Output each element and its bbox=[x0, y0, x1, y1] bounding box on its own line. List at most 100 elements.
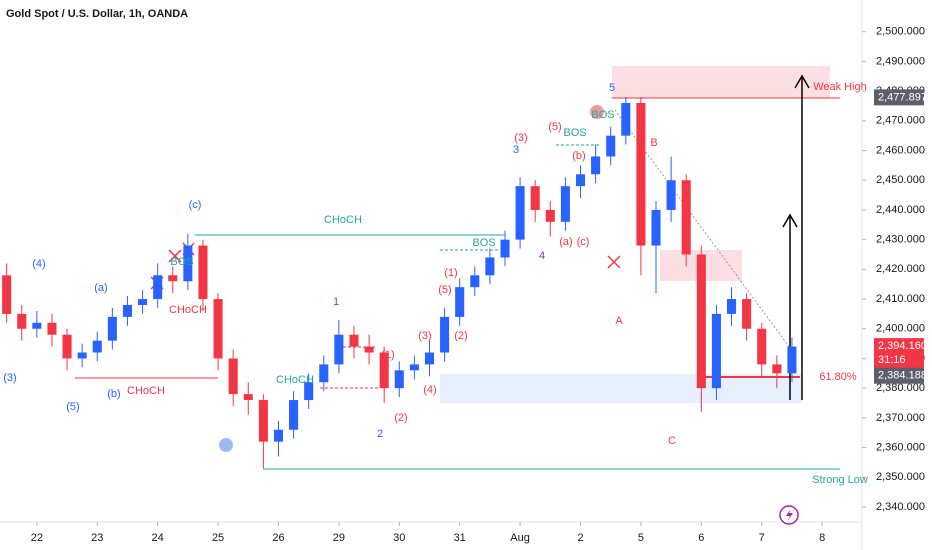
annotation: (4) bbox=[32, 258, 45, 270]
candle-body bbox=[304, 382, 314, 401]
candle-body bbox=[772, 364, 782, 374]
y-tick-label: 2,490.000 bbox=[876, 55, 925, 67]
x-tick-label: 6 bbox=[698, 532, 704, 544]
candle-body bbox=[575, 174, 586, 187]
candle-body bbox=[364, 346, 374, 353]
y-tick-label: 2,470.000 bbox=[876, 115, 925, 127]
candle-body bbox=[591, 156, 601, 175]
y-tick-label: 2,450.000 bbox=[876, 174, 925, 186]
x-tick-label: 29 bbox=[333, 532, 345, 544]
annotation: (2) bbox=[394, 412, 407, 424]
annotation: CHoCH bbox=[276, 374, 314, 386]
candle-body bbox=[485, 257, 495, 276]
annotation: B bbox=[650, 137, 657, 149]
annotation: A bbox=[615, 315, 623, 327]
candle-body bbox=[394, 370, 404, 389]
x-tick-label: 25 bbox=[212, 532, 224, 544]
annotation: BOS bbox=[563, 127, 586, 139]
annotation: (4) bbox=[423, 384, 436, 396]
annotation: 2 bbox=[377, 428, 383, 440]
y-tick-label: 2,370.000 bbox=[876, 412, 925, 424]
chart-title: Gold Spot / U.S. Dollar, 1h, OANDA bbox=[6, 8, 188, 20]
candle-body bbox=[696, 254, 706, 389]
annotation: 5 bbox=[609, 82, 615, 94]
annotation: (5) bbox=[438, 284, 451, 296]
candle-body bbox=[349, 334, 359, 347]
annotation: (3) bbox=[418, 330, 431, 342]
annotation: (c) bbox=[189, 199, 202, 211]
candle-body bbox=[107, 316, 117, 341]
candle-body bbox=[334, 334, 344, 365]
annotation: (a) bbox=[94, 282, 107, 294]
y-tick-label: 2,410.000 bbox=[876, 293, 925, 305]
candle-body bbox=[651, 209, 661, 246]
candle-body bbox=[62, 334, 72, 359]
candle-body bbox=[621, 102, 631, 136]
candle-body bbox=[243, 394, 253, 401]
candle-body bbox=[636, 102, 646, 246]
candle-body bbox=[515, 186, 525, 240]
candle-body bbox=[711, 313, 721, 389]
logo bbox=[779, 505, 799, 525]
candle-body bbox=[681, 180, 691, 255]
x-tick-label: Aug bbox=[510, 532, 530, 544]
price-label-box bbox=[874, 89, 924, 106]
candle-body bbox=[122, 304, 132, 317]
x-tick-label: 7 bbox=[759, 532, 765, 544]
x-tick-label: 30 bbox=[393, 532, 405, 544]
annotation: (a) bbox=[559, 236, 572, 248]
price-label-box bbox=[874, 338, 924, 369]
annotation: Strong Low bbox=[812, 474, 868, 486]
candle-body bbox=[273, 429, 284, 442]
x-tick-label: 26 bbox=[272, 532, 284, 544]
logo bbox=[786, 508, 793, 522]
candle-body bbox=[742, 299, 752, 329]
annotation: 61.80% bbox=[819, 371, 857, 383]
candle-body bbox=[440, 316, 450, 353]
y-tick-label: 2,430.000 bbox=[876, 234, 925, 246]
annotation: BOS bbox=[472, 237, 495, 249]
candle-body bbox=[545, 209, 555, 222]
candle-body bbox=[198, 245, 208, 300]
price-label: 2,477.897 bbox=[878, 91, 927, 103]
x-tick-label: 2 bbox=[577, 532, 583, 544]
candle-body bbox=[183, 245, 193, 282]
annotation: (5) bbox=[548, 121, 561, 133]
candle-body bbox=[726, 299, 737, 314]
candle-body bbox=[560, 186, 570, 222]
annotation: 3 bbox=[513, 144, 519, 156]
demand-zone bbox=[440, 374, 802, 403]
x-tick-label: 5 bbox=[638, 532, 644, 544]
candle-body bbox=[289, 400, 299, 430]
candle-body bbox=[213, 299, 223, 359]
x-tick-label: 24 bbox=[152, 532, 164, 544]
price-label: 2,394.160 bbox=[878, 340, 927, 352]
y-tick-label: 2,420.000 bbox=[876, 263, 925, 275]
candle-body bbox=[530, 186, 540, 210]
candle-body bbox=[138, 299, 148, 305]
annotation: BOS bbox=[591, 109, 614, 121]
candle-body bbox=[455, 287, 465, 317]
y-tick-label: 2,500.000 bbox=[876, 26, 925, 38]
price-label-box bbox=[874, 367, 924, 384]
candle-body bbox=[606, 135, 616, 157]
y-tick-label: 2,380.000 bbox=[876, 382, 925, 394]
candle-body bbox=[500, 239, 510, 258]
annotation: (1) bbox=[381, 349, 394, 361]
x-tick-label: 22 bbox=[31, 532, 43, 544]
annotation: (5) bbox=[66, 401, 79, 413]
arrow-head bbox=[794, 74, 810, 89]
y-tick-label: 2,460.000 bbox=[876, 144, 925, 156]
y-tick-label: 2,350.000 bbox=[876, 471, 925, 483]
candle-body bbox=[153, 275, 163, 300]
weak-high-zone bbox=[612, 66, 830, 98]
candle-body bbox=[32, 322, 42, 329]
candle-body bbox=[168, 275, 178, 282]
candle-body bbox=[470, 275, 480, 288]
annotation: C bbox=[668, 435, 676, 447]
candle-body bbox=[92, 340, 102, 353]
candle-body bbox=[787, 346, 797, 374]
candle-body bbox=[757, 328, 767, 365]
arrow-head bbox=[782, 213, 798, 228]
countdown: 31:16 bbox=[878, 354, 906, 366]
